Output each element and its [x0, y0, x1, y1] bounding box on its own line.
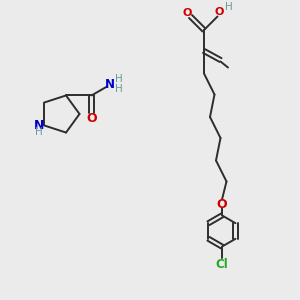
- Text: H: H: [115, 74, 122, 84]
- Text: O: O: [217, 198, 227, 212]
- Text: H: H: [35, 127, 43, 137]
- Text: H: H: [115, 85, 123, 94]
- Text: H: H: [225, 2, 232, 13]
- Text: O: O: [86, 112, 97, 125]
- Text: Cl: Cl: [216, 258, 228, 271]
- Text: O: O: [182, 8, 192, 18]
- Text: O: O: [214, 7, 224, 17]
- Text: N: N: [34, 119, 44, 132]
- Text: N: N: [105, 79, 115, 92]
